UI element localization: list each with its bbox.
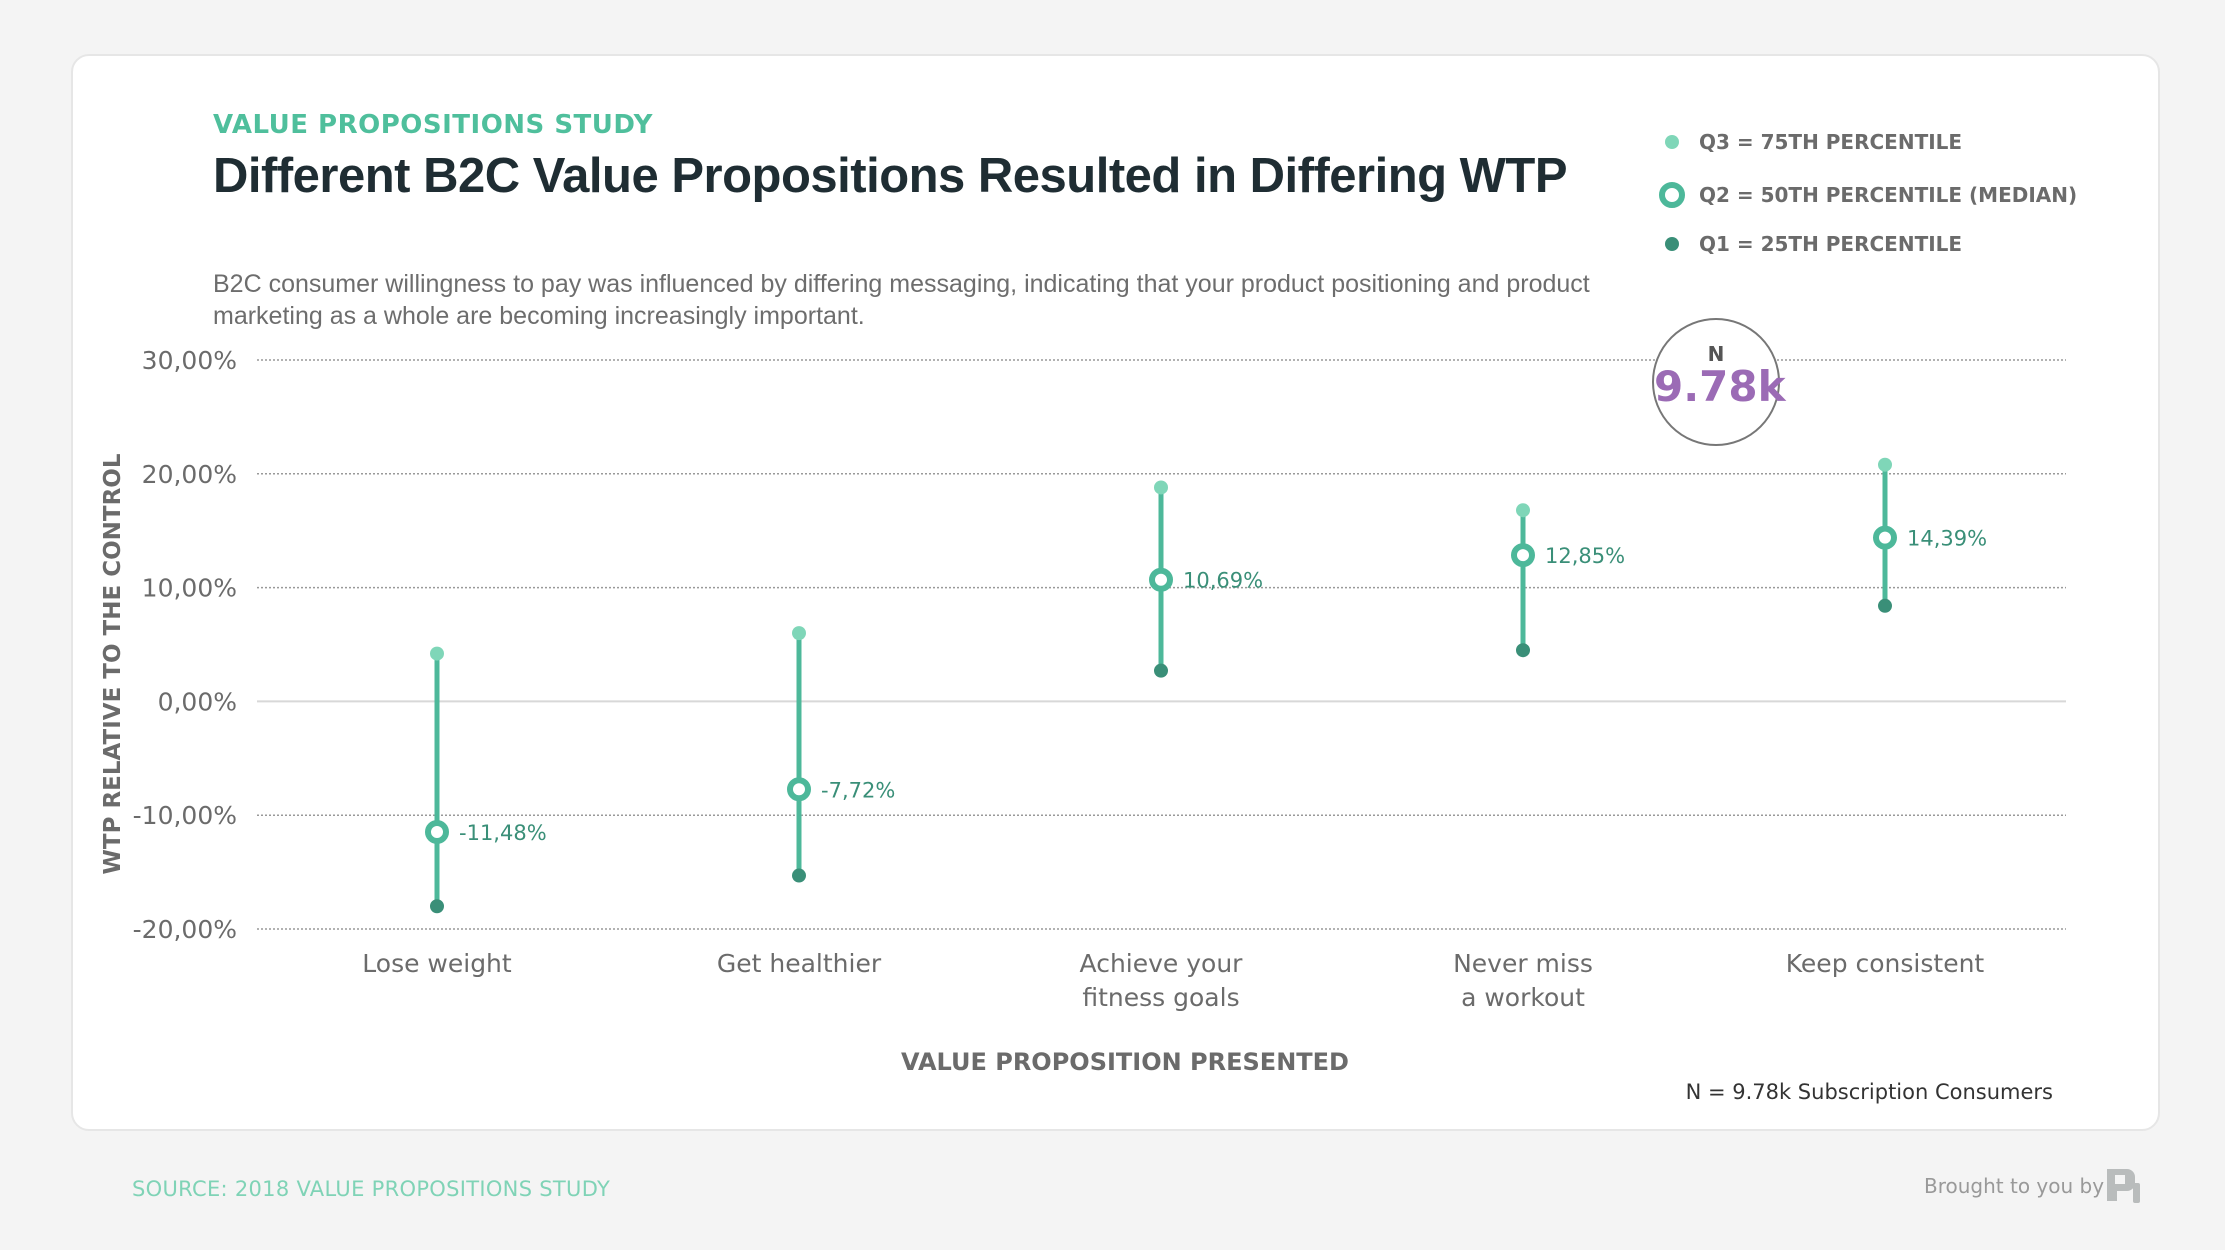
y-tick-label: 0,00% — [158, 687, 237, 716]
q2-ring-icon — [1659, 182, 1685, 208]
y-axis-title: WTP RELATIVE TO THE CONTROL — [100, 453, 126, 874]
x-tick-label: Achieve your — [1080, 949, 1244, 978]
y-tick-label: 20,00% — [142, 460, 237, 489]
q1-point — [1516, 643, 1530, 658]
legend-q3: Q3 = 75TH PERCENTILE — [1655, 130, 1962, 154]
legend-q2: Q2 = 50TH PERCENTILE (MEDIAN) — [1655, 181, 2077, 209]
legend-label: Q2 = 50TH PERCENTILE (MEDIAN) — [1699, 183, 2078, 207]
q3-dot-icon — [1665, 135, 1679, 149]
page-title: Different B2C Value Propositions Resulte… — [213, 149, 1568, 203]
median-point — [1873, 525, 1897, 550]
median-label: 10,69% — [1183, 569, 1263, 593]
median-label: 12,85% — [1545, 544, 1625, 568]
median-point — [1149, 567, 1173, 592]
q3-point — [792, 626, 806, 641]
q3-point — [430, 646, 444, 661]
median-label: -11,48% — [459, 821, 547, 845]
legend-label: Q1 = 25TH PERCENTILE — [1699, 232, 1963, 256]
subtitle: B2C consumer willingness to pay was infl… — [213, 270, 1590, 330]
q1-point — [1154, 663, 1168, 678]
brought-to-you-by: Brought to you by — [1924, 1174, 2105, 1198]
brand-logo-icon — [2107, 1169, 2140, 1203]
x-tick-label: Lose weight — [362, 949, 512, 978]
x-tick-label: Get healthier — [717, 949, 882, 978]
median-label: 14,39% — [1907, 527, 1987, 551]
x-tick-label: a workout — [1461, 983, 1585, 1012]
x-tick-label: Never miss — [1453, 949, 1593, 978]
q3-point — [1878, 457, 1892, 472]
legend-q1: Q1 = 25TH PERCENTILE — [1655, 232, 1962, 256]
badge-value: 9.78k — [1654, 362, 1786, 411]
q1-point — [1878, 598, 1892, 613]
q1-dot-icon — [1665, 237, 1679, 251]
y-tick-label: 10,00% — [142, 574, 237, 603]
q3-point — [1516, 503, 1530, 518]
source-note: SOURCE: 2018 VALUE PROPOSITIONS STUDY — [132, 1177, 611, 1201]
q3-point — [1154, 480, 1168, 495]
median-label: -7,72% — [821, 778, 895, 802]
median-point — [1511, 543, 1535, 568]
chart-card — [71, 54, 2160, 1131]
median-point — [425, 820, 449, 845]
x-axis-title: VALUE PROPOSITION PRESENTED — [901, 1048, 1349, 1076]
median-point — [787, 777, 811, 802]
y-tick-label: -10,00% — [133, 801, 237, 830]
y-tick-label: -20,00% — [133, 915, 237, 944]
legend-label: Q3 = 75TH PERCENTILE — [1699, 130, 1963, 154]
q1-point — [792, 868, 806, 883]
badge-label: N — [1707, 342, 1725, 366]
x-tick-label: Keep consistent — [1786, 949, 1985, 978]
kicker: VALUE PROPOSITIONS STUDY — [213, 110, 653, 140]
sample-size-badge: N 9.78k — [1652, 318, 1786, 446]
x-tick-label: fitness goals — [1082, 983, 1239, 1012]
footnote: N = 9.78k Subscription Consumers — [1685, 1080, 2053, 1104]
q1-point — [430, 899, 444, 914]
y-tick-label: 30,00% — [142, 346, 237, 375]
